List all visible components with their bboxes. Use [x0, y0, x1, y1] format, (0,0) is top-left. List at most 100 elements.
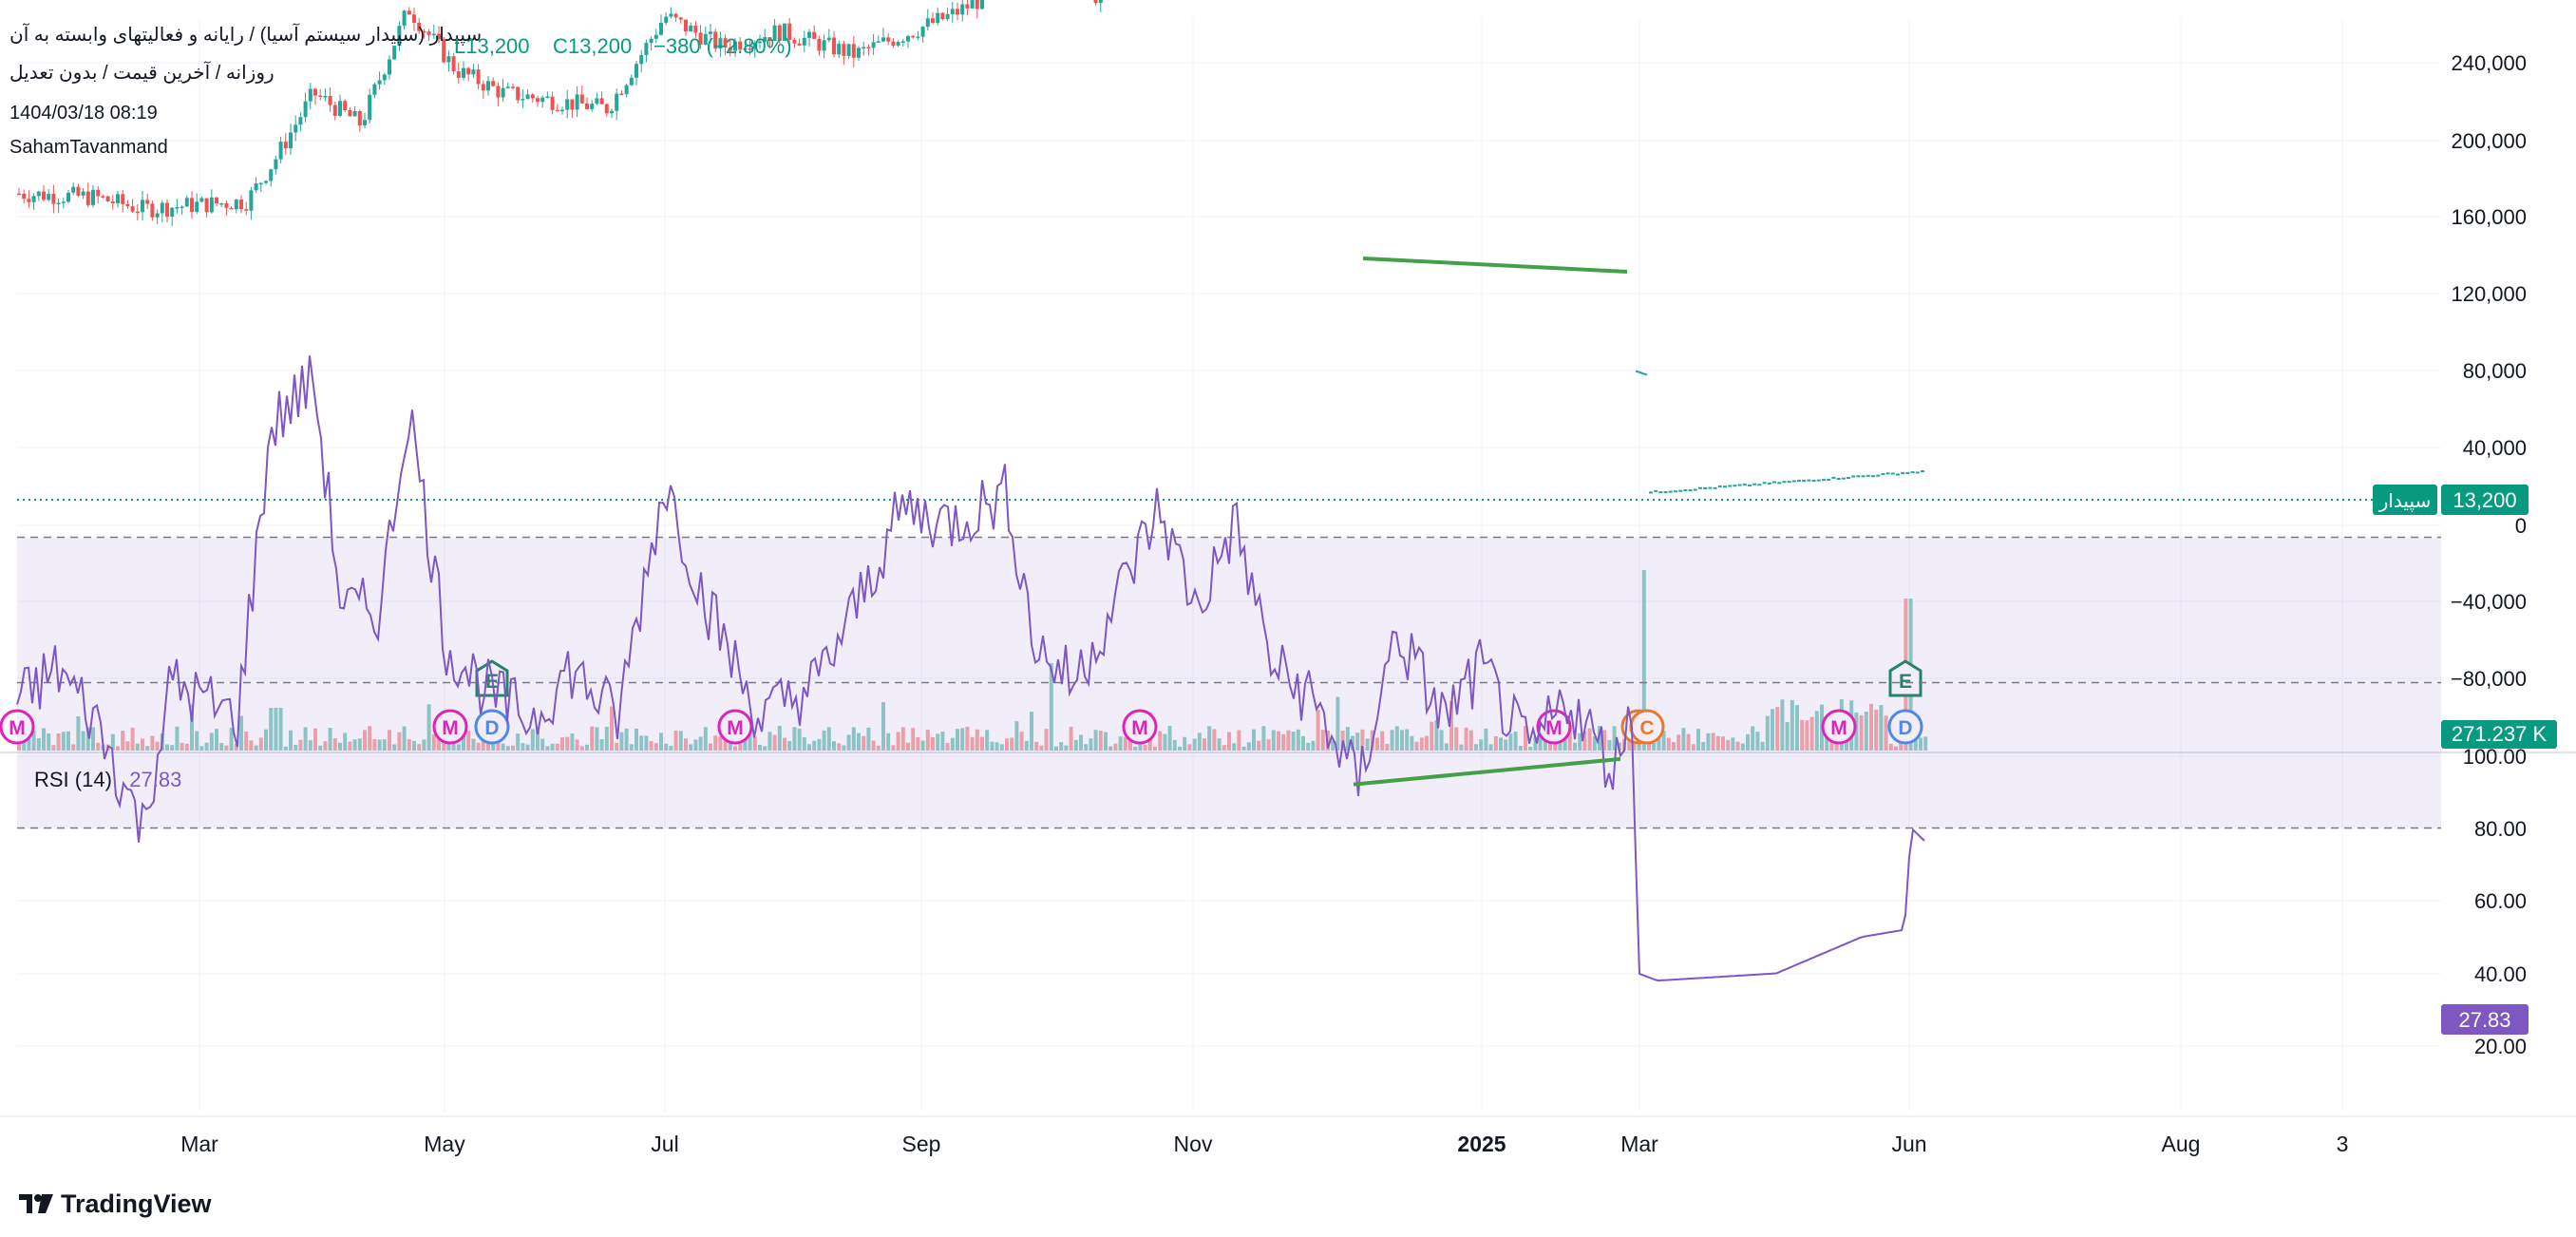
- candle-body: [1816, 479, 1821, 482]
- candle-body: [105, 196, 110, 202]
- candle-body: [900, 41, 905, 43]
- volume-bar: [1785, 721, 1790, 751]
- volume-bar: [639, 735, 644, 751]
- volume-bar: [516, 733, 521, 751]
- candle-body: [422, 30, 426, 33]
- candle-body: [1905, 471, 1910, 474]
- volume-bar: [1923, 736, 1928, 751]
- volume-bar: [1079, 734, 1083, 751]
- volume-bar: [1054, 746, 1058, 751]
- volume-bar: [787, 741, 792, 751]
- volume-bar: [1474, 744, 1478, 751]
- candle-body: [1737, 484, 1742, 486]
- price-change: −380 (−2.80%): [653, 34, 792, 58]
- volume-bar: [1237, 730, 1241, 751]
- volume-bar: [975, 729, 979, 751]
- candle-body: [402, 10, 407, 27]
- volume-bar: [684, 738, 688, 751]
- volume-bar: [876, 745, 881, 751]
- candle-body: [219, 202, 224, 205]
- candle-body: [1827, 478, 1831, 481]
- volume-bar: [540, 738, 545, 751]
- candle-body: [1890, 472, 1895, 475]
- volume-bar: [505, 746, 510, 751]
- candle-body: [501, 87, 505, 98]
- volume-bar: [807, 744, 811, 751]
- volume-bar: [1814, 711, 1819, 751]
- candle-body: [170, 207, 175, 217]
- candle-body: [289, 132, 293, 149]
- volume-bar: [525, 744, 530, 751]
- price-axis-label: −80,000: [2451, 667, 2527, 691]
- tradingview-logo[interactable]: TradingView: [19, 1189, 212, 1219]
- volume-bar: [1375, 737, 1379, 751]
- candle-body: [155, 213, 160, 218]
- volume-bar: [471, 738, 476, 751]
- volume-bar: [945, 742, 950, 751]
- candle-body: [101, 196, 105, 198]
- candle-body: [431, 33, 436, 36]
- candle-body: [763, 37, 767, 42]
- volume-bar: [1468, 730, 1473, 751]
- volume-bar: [1024, 740, 1029, 751]
- volume-bar: [1751, 726, 1755, 751]
- candle-body: [294, 124, 298, 133]
- candle-body: [357, 111, 362, 125]
- volume-bar: [886, 733, 891, 751]
- candle-body: [135, 211, 140, 214]
- volume-bar: [521, 743, 525, 751]
- volume-bar: [195, 731, 199, 751]
- volume-bar: [629, 744, 634, 751]
- volume-bar: [1281, 733, 1286, 751]
- candle-body: [195, 201, 199, 213]
- volume-bar: [936, 733, 940, 751]
- volume-bar: [615, 742, 619, 751]
- volume-bar: [135, 743, 140, 751]
- volume-bar: [1538, 729, 1543, 751]
- volume-bar: [1138, 738, 1143, 751]
- candle-body: [407, 10, 411, 15]
- candle-body: [199, 198, 204, 202]
- candle-body: [1658, 491, 1663, 494]
- candle-body: [851, 44, 856, 58]
- candle-body: [274, 159, 278, 170]
- volume-bar: [545, 746, 550, 751]
- volume-bar: [76, 716, 81, 751]
- candle-body: [496, 86, 501, 98]
- volume-bar: [1044, 729, 1049, 751]
- candle-body: [728, 48, 732, 51]
- candle-body: [595, 98, 599, 105]
- volume-bar: [1128, 735, 1132, 751]
- volume-bar: [842, 745, 846, 751]
- volume-bar: [1203, 738, 1206, 751]
- volume-bar: [278, 708, 283, 751]
- candle-body: [684, 19, 688, 32]
- volume-bar: [1093, 730, 1098, 751]
- candle-body: [145, 200, 150, 204]
- candle-body: [916, 36, 920, 39]
- volume-bar: [1335, 696, 1340, 751]
- volume-bar: [985, 730, 990, 751]
- candle-body: [1797, 479, 1801, 482]
- volume-bar: [653, 743, 658, 751]
- volume-bar: [1030, 712, 1033, 751]
- volume-bar: [1524, 726, 1527, 751]
- volume-bar: [96, 742, 101, 751]
- candle-body: [258, 182, 263, 185]
- volume-bar: [644, 735, 649, 751]
- candle-body: [936, 12, 940, 24]
- volume-bar: [891, 745, 896, 751]
- volume-bar: [1405, 729, 1410, 751]
- candle-body: [397, 26, 402, 47]
- volume-bar: [1567, 726, 1572, 751]
- volume-bar: [289, 730, 293, 751]
- candle-body: [264, 181, 268, 183]
- volume-bar: [47, 733, 51, 751]
- volume-bar: [822, 730, 826, 751]
- volume-bar: [397, 732, 402, 751]
- volume-bar: [1563, 735, 1567, 751]
- volume-bar: [264, 729, 268, 751]
- candle-body: [743, 48, 748, 50]
- candle-body: [837, 44, 842, 55]
